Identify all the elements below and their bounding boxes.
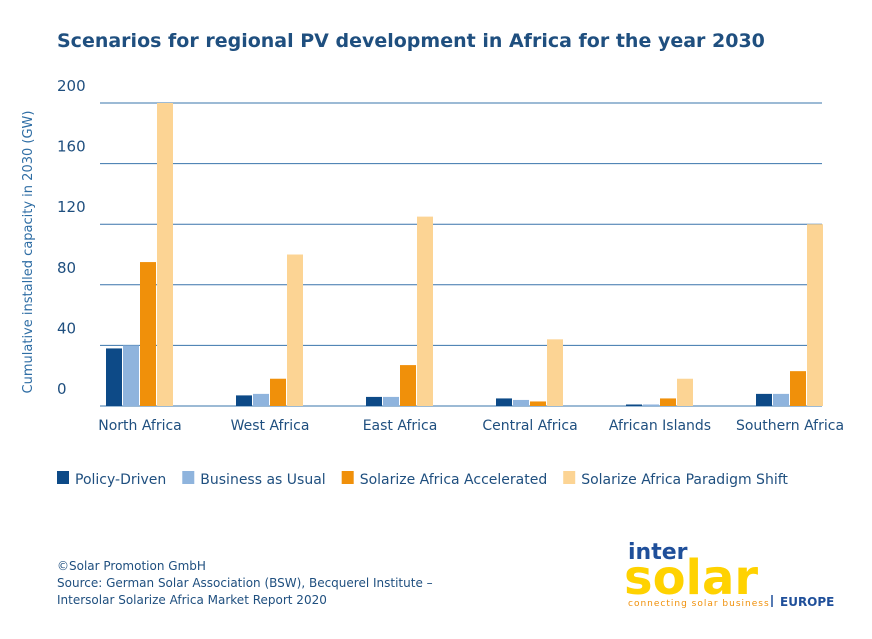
bar (643, 404, 659, 406)
bar (270, 378, 286, 406)
y-tick-label: 160 (57, 138, 86, 156)
x-tick-label: West Africa (231, 418, 310, 434)
y-axis-label: Cumulative installed capacity in 2030 (G… (21, 111, 36, 394)
legend-label: Solarize Africa Accelerated (360, 472, 548, 488)
bar (417, 216, 433, 406)
x-tick-label: African Islands (609, 418, 711, 434)
bar (547, 339, 563, 406)
y-tick-label: 120 (57, 198, 86, 216)
logo: inter solar connecting solar business EU… (624, 540, 834, 609)
x-tick-label: North Africa (98, 418, 182, 434)
bar (773, 393, 789, 406)
bar (366, 396, 382, 406)
legend-label: Business as Usual (200, 472, 325, 488)
bar (383, 396, 399, 406)
y-tick-label: 40 (57, 319, 76, 337)
bar (236, 395, 252, 406)
logo-tagline: connecting solar business (628, 599, 770, 609)
bar (496, 398, 512, 406)
bar (660, 398, 676, 406)
bar (513, 399, 529, 406)
y-tick-label: 0 (57, 380, 67, 398)
bar (677, 378, 693, 406)
logo-region: EUROPE (780, 595, 834, 609)
footer-line: Intersolar Solarize Africa Market Report… (57, 593, 327, 607)
footer-line: Source: German Solar Association (BSW), … (57, 576, 433, 590)
x-tick-label: East Africa (363, 418, 438, 434)
chart-title: Scenarios for regional PV development in… (57, 30, 765, 52)
logo-main: solar (624, 550, 758, 606)
bar (626, 404, 642, 406)
x-tick-label: Southern Africa (736, 418, 844, 434)
bar (287, 254, 303, 406)
legend-swatch (182, 471, 195, 484)
legend-swatch (563, 471, 576, 484)
y-tick-label: 200 (57, 77, 86, 95)
bar (157, 103, 173, 406)
footer-line: ©Solar Promotion GmbH (57, 559, 206, 573)
bar (253, 393, 269, 406)
bar (530, 401, 546, 406)
bar (807, 224, 823, 406)
bar (756, 393, 772, 406)
bar (400, 365, 416, 406)
bar (140, 262, 156, 406)
logo-top: inter (628, 540, 688, 565)
bar (106, 348, 122, 406)
legend-label: Policy-Driven (75, 472, 166, 488)
bar (123, 345, 139, 406)
footer: ©Solar Promotion GmbH Source: German Sol… (57, 559, 433, 607)
legend-label: Solarize Africa Paradigm Shift (581, 472, 788, 488)
bar (790, 371, 806, 406)
legend-swatch (57, 471, 69, 484)
y-tick-label: 80 (57, 259, 76, 277)
x-tick-label: Central Africa (482, 418, 577, 434)
legend-swatch (341, 471, 354, 484)
